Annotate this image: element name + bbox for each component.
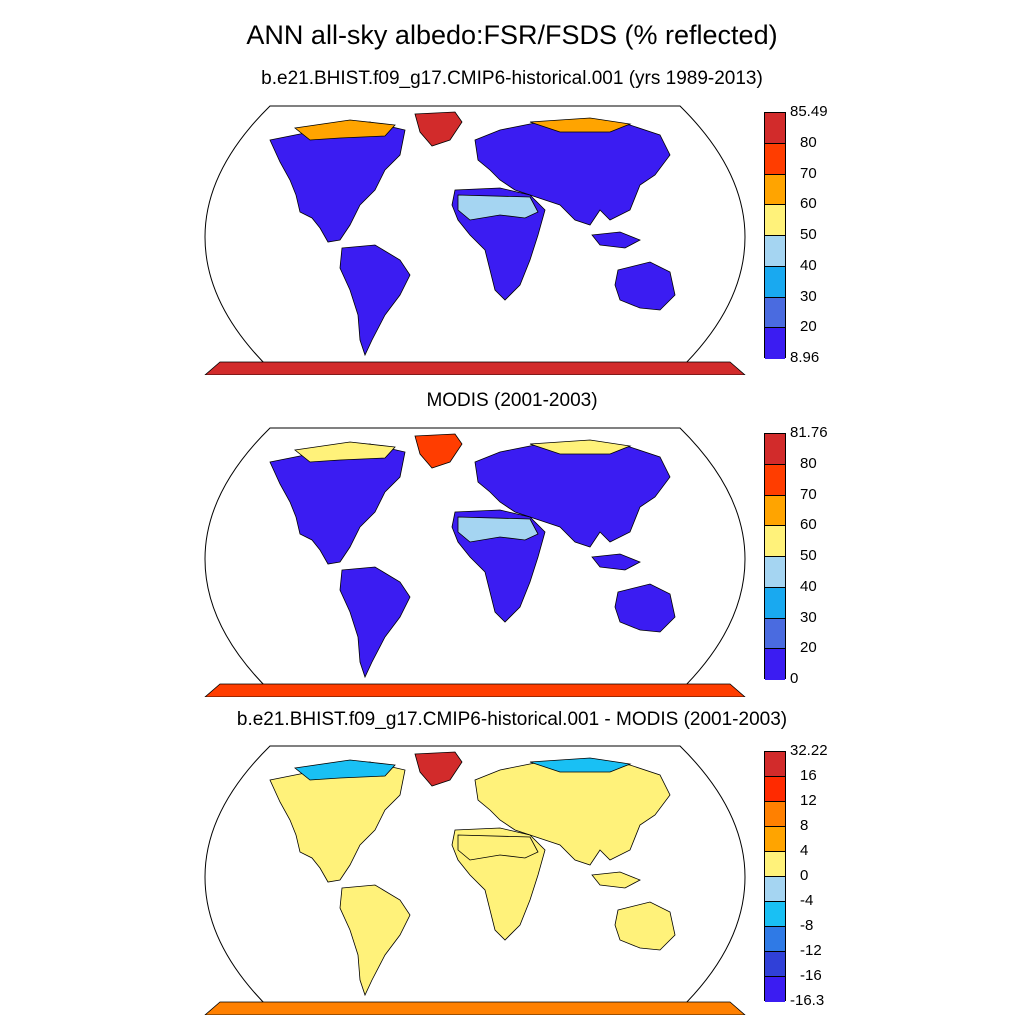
colorbar-label: 30 xyxy=(800,608,817,626)
colorbar-swatch xyxy=(765,328,785,359)
panel-1-colorbar xyxy=(764,112,786,359)
colorbar-swatch xyxy=(765,236,785,267)
maritime-continent xyxy=(591,871,641,889)
colorbar-label: 50 xyxy=(800,226,817,243)
panel-2-map xyxy=(204,427,746,697)
panel-3-colorbar xyxy=(764,751,786,1002)
colorbar-label: 50 xyxy=(800,547,817,564)
colorbar-label: 16 xyxy=(800,767,817,784)
australia xyxy=(614,261,676,311)
colorbar-label: 8 xyxy=(800,817,809,834)
colorbar-swatch xyxy=(765,852,785,877)
south-america xyxy=(339,566,411,679)
maritime-continent xyxy=(591,231,641,249)
colorbar-swatch xyxy=(765,526,785,557)
colorbar-label: 60 xyxy=(800,516,817,534)
antarctica xyxy=(204,361,746,375)
colorbar-label: 40 xyxy=(800,256,817,274)
colorbar-label: -16 xyxy=(800,967,822,984)
colorbar-label: 81.76 xyxy=(790,424,828,441)
colorbar-label: -16.3 xyxy=(790,992,825,1009)
arctic-canada xyxy=(294,759,396,781)
colorbar-swatch xyxy=(765,802,785,827)
colorbar-swatch xyxy=(765,902,785,927)
colorbar-swatch xyxy=(765,977,785,1002)
land-layer xyxy=(204,751,746,1015)
figure-title: ANN all-sky albedo:FSR/FSDS (% reflected… xyxy=(246,20,778,50)
colorbar-swatch xyxy=(765,464,785,496)
colorbar-label: 80 xyxy=(800,454,817,472)
colorbar-label: 80 xyxy=(800,133,817,151)
panel-2-title: MODIS (2001-2003) xyxy=(426,390,598,411)
colorbar-label: 70 xyxy=(800,485,817,503)
colorbar-swatch xyxy=(765,205,785,236)
south-america xyxy=(339,244,411,357)
australia xyxy=(614,583,676,633)
colorbar-label: 30 xyxy=(800,287,817,305)
colorbar-label: 32.22 xyxy=(790,742,828,759)
colorbar-swatch xyxy=(765,434,785,465)
colorbar-swatch xyxy=(765,927,785,952)
panel-1-title: b.e21.BHIST.f09_g17.CMIP6-historical.001… xyxy=(261,68,763,89)
arctic-canada xyxy=(294,119,396,141)
north-america xyxy=(269,443,406,565)
colorbar-label: -4 xyxy=(800,892,814,909)
panel-3-map xyxy=(204,745,746,1015)
colorbar-label: 20 xyxy=(800,639,817,657)
greenland xyxy=(414,433,463,469)
antarctica xyxy=(204,1001,746,1015)
arctic-siberia xyxy=(529,439,632,455)
sahara-desert xyxy=(457,516,539,543)
antarctica xyxy=(204,683,746,697)
colorbar-label: 60 xyxy=(800,195,817,213)
colorbar-swatch xyxy=(765,618,785,650)
colorbar-label: 85.49 xyxy=(790,103,828,120)
colorbar-swatch xyxy=(765,952,785,977)
greenland xyxy=(414,111,463,147)
colorbar-swatch xyxy=(765,174,785,206)
colorbar-swatch xyxy=(765,587,785,619)
colorbar-swatch xyxy=(765,266,785,298)
greenland xyxy=(414,751,463,787)
colorbar-label: 8.96 xyxy=(790,349,820,366)
colorbar-swatch xyxy=(765,495,785,527)
colorbar-swatch xyxy=(765,557,785,588)
colorbar-label: 40 xyxy=(800,577,817,595)
colorbar-label: 12 xyxy=(800,792,817,809)
colorbar-label: 4 xyxy=(800,842,809,859)
colorbar-swatch xyxy=(765,752,785,777)
colorbar-swatch xyxy=(765,113,785,144)
arctic-siberia xyxy=(529,117,632,133)
australia xyxy=(614,901,676,951)
north-america xyxy=(269,761,406,883)
colorbar-label: 70 xyxy=(800,164,817,182)
colorbar-label: 0 xyxy=(800,867,809,884)
arctic-canada xyxy=(294,441,396,463)
panel-1-map xyxy=(204,105,746,375)
colorbar-swatch xyxy=(765,649,785,680)
colorbar-swatch xyxy=(765,877,785,902)
colorbar-label: 0 xyxy=(790,670,799,687)
land-layer xyxy=(204,433,746,697)
colorbar-label: 20 xyxy=(800,318,817,336)
colorbar-swatch xyxy=(765,777,785,802)
colorbar-label: -12 xyxy=(800,942,822,959)
south-america xyxy=(339,884,411,997)
colorbar-swatch xyxy=(765,143,785,175)
panel-3-title: b.e21.BHIST.f09_g17.CMIP6-historical.001… xyxy=(236,709,788,730)
colorbar-swatch xyxy=(765,297,785,329)
sahara-desert xyxy=(457,834,539,861)
north-america xyxy=(269,121,406,243)
sahara-desert xyxy=(457,194,539,221)
panel-2-colorbar xyxy=(764,433,786,680)
colorbar-swatch xyxy=(765,827,785,852)
colorbar-label: -8 xyxy=(800,917,814,934)
land-layer xyxy=(204,111,746,375)
maritime-continent xyxy=(591,553,641,571)
arctic-siberia xyxy=(529,757,632,773)
